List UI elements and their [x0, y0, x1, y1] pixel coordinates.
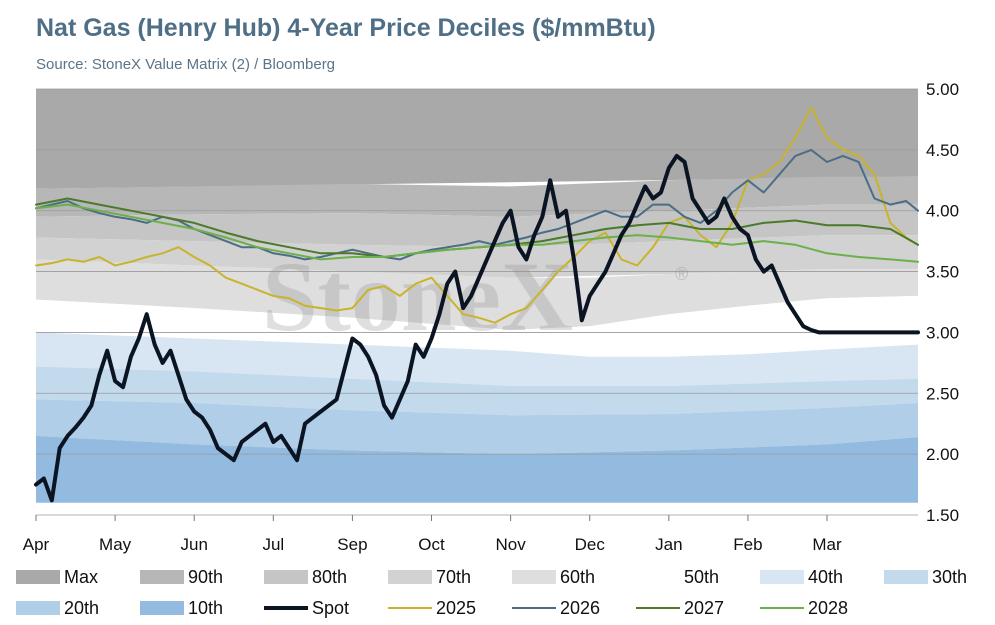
- legend-item-30th: 30th: [884, 566, 967, 588]
- legend-label: 80th: [312, 566, 348, 587]
- legend-swatch: [388, 607, 432, 609]
- y-tick-label: 3.50: [926, 263, 959, 282]
- legend-swatch: [140, 570, 184, 584]
- legend-label: 2025: [436, 597, 477, 618]
- legend-swatch: [16, 601, 60, 615]
- x-tick-label: Sep: [337, 535, 367, 554]
- legend-swatch: [16, 570, 60, 584]
- legend-label: Spot: [312, 597, 350, 618]
- y-tick-label: 3.00: [926, 323, 959, 342]
- x-tick-label: Jan: [655, 535, 682, 554]
- decile-bands: [36, 89, 918, 503]
- watermark-registered-mark: ®: [675, 264, 688, 284]
- y-tick-label: 1.50: [926, 506, 959, 525]
- legend-item-2027: 2027: [636, 597, 724, 619]
- x-tick-label: Dec: [575, 535, 606, 554]
- band-20th: [36, 399, 918, 455]
- legend-item-2025: 2025: [388, 597, 476, 619]
- band-50th: [36, 295, 918, 357]
- legend-label: 10th: [188, 597, 224, 618]
- legend-swatch: [512, 570, 556, 584]
- series-line-2028: [35, 203, 919, 263]
- band-80th: [36, 204, 918, 248]
- band-70th: [36, 235, 918, 278]
- legend-item-spot: Spot: [264, 597, 349, 619]
- y-tick-label: 4.50: [926, 141, 959, 160]
- x-axis-ticks: Apr May Jun Jul Sep Oct Nov Dec Jan Feb Mar: [23, 515, 842, 554]
- legend-swatch: [884, 570, 928, 584]
- legend-label: 40th: [808, 566, 844, 587]
- x-tick-label: Feb: [733, 535, 762, 554]
- x-tick-label: Mar: [812, 535, 842, 554]
- legend-label: 2027: [684, 597, 725, 618]
- legend-item-50th: 50th: [636, 566, 719, 588]
- y-tick-label: 5.00: [926, 80, 959, 99]
- x-tick-label: Nov: [496, 535, 527, 554]
- band-10th: [36, 435, 918, 503]
- legend-item-2028: 2028: [760, 597, 848, 619]
- legend-item-max: Max: [16, 566, 98, 588]
- x-tick-label: Jul: [262, 535, 284, 554]
- y-tick-label: 2.00: [926, 445, 959, 464]
- gridlines: [36, 88, 918, 516]
- y-tick-label: 2.50: [926, 384, 959, 403]
- legend-item-10th: 10th: [140, 597, 223, 619]
- chart-canvas: StoneX ® 1.50 2.00 2.50 3.00 3.50 4.00 4.50 5.0…: [23, 80, 959, 554]
- legend-label: 20th: [64, 597, 100, 618]
- legend-swatch: [760, 570, 804, 584]
- y-axis-ticks: 1.50 2.00 2.50 3.00 3.50 4.00 4.50 5.00: [926, 80, 959, 525]
- band-60th: [36, 259, 918, 330]
- legend-label: 30th: [932, 566, 968, 587]
- legend-item-70th: 70th: [388, 566, 471, 588]
- legend-swatch: [512, 607, 556, 609]
- legend-swatch: [636, 570, 680, 584]
- price-series: [34, 106, 920, 503]
- legend-swatch: [760, 607, 804, 609]
- stonex-watermark: StoneX: [262, 241, 573, 352]
- legend-label: 70th: [436, 566, 472, 587]
- legend-item-2026: 2026: [512, 597, 600, 619]
- legend-item-90th: 90th: [140, 566, 223, 588]
- legend-swatch: [636, 607, 680, 609]
- legend-label: 2026: [560, 597, 601, 618]
- series-line-spot: [34, 153, 920, 503]
- series-line-2025: [35, 106, 919, 324]
- band-40th: [36, 332, 918, 388]
- legend-label: 50th: [684, 566, 720, 587]
- x-tick-label: May: [99, 535, 132, 554]
- band-30th: [36, 366, 918, 416]
- legend-label: 60th: [560, 566, 596, 587]
- legend-swatch: [388, 570, 432, 584]
- legend-swatch: [264, 606, 308, 610]
- legend-item-80th: 80th: [264, 566, 347, 588]
- chart-title: Nat Gas (Henry Hub) 4-Year Price Deciles…: [36, 14, 656, 42]
- y-tick-label: 4.00: [926, 202, 959, 221]
- legend-swatch: [140, 601, 184, 615]
- legend-item-40th: 40th: [760, 566, 843, 588]
- chart-subtitle: Source: StoneX Value Matrix (2) / Bloomb…: [36, 56, 336, 73]
- legend-item-60th: 60th: [512, 566, 595, 588]
- band-max: [36, 89, 918, 189]
- legend-item-20th: 20th: [16, 597, 99, 619]
- x-tick-label: Oct: [418, 535, 445, 554]
- legend-label: 90th: [188, 566, 224, 587]
- x-tick-label: Jun: [180, 535, 207, 554]
- legend-swatch: [264, 570, 308, 584]
- x-tick-label: Apr: [23, 535, 50, 554]
- legend-label: Max: [64, 566, 99, 587]
- series-line-2026: [35, 148, 919, 261]
- legend-label: 2028: [808, 597, 849, 618]
